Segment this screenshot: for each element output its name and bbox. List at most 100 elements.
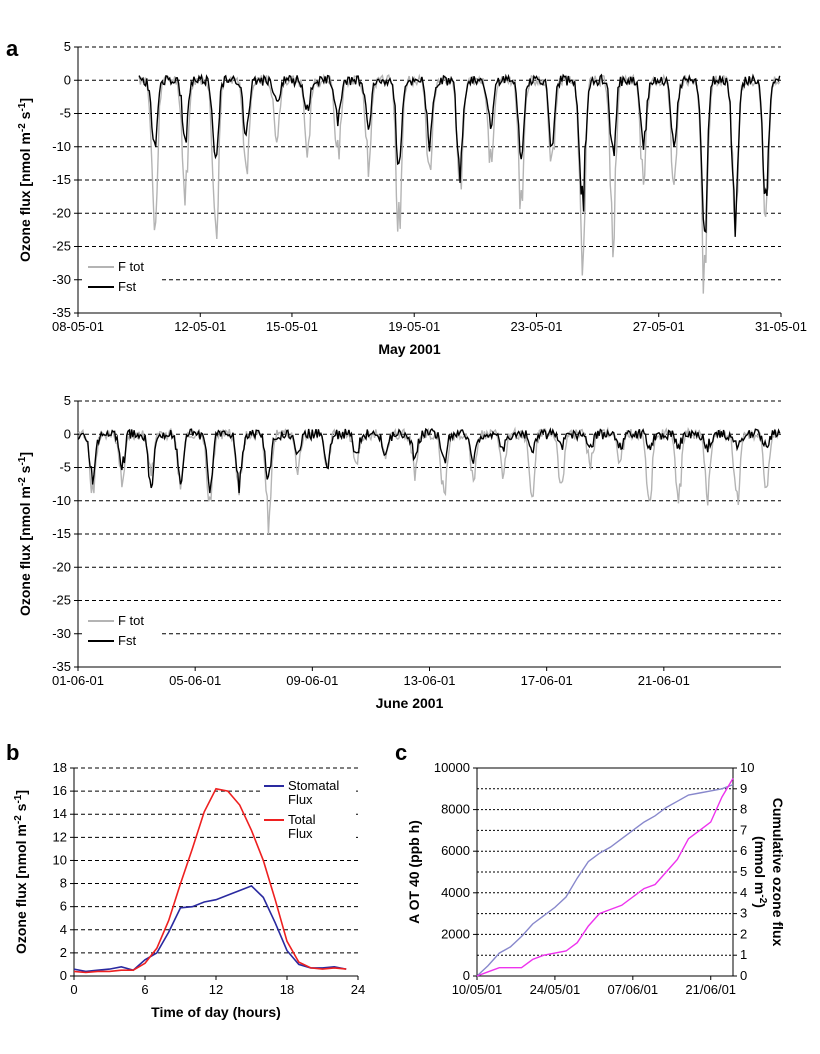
y-tick-label: -5: [59, 106, 71, 121]
x-tick-label: 23-05-01: [510, 319, 562, 334]
x-tick-label: 05-06-01: [169, 673, 221, 688]
y2-axis-label: Cumulative ozone flux: [770, 798, 786, 947]
x-tick-label: 0: [70, 982, 77, 997]
x-tick-label: 01-06-01: [52, 673, 104, 688]
series-line-aot40: [476, 783, 734, 977]
x-tick-label: 12-05-01: [174, 319, 226, 334]
y-axis-label: Ozone flux [nmol m-2 s-1]: [17, 452, 33, 616]
y2-tick-label: 4: [740, 885, 747, 900]
legend-label: Flux: [288, 826, 313, 841]
y-axis-label: Ozone flux [nmol m-2 s-1]: [17, 98, 33, 262]
y-tick-label: 16: [53, 783, 67, 798]
y2-tick-label: 8: [740, 802, 747, 817]
x-tick-label: 17-06-01: [521, 673, 573, 688]
x-tick-label: 21-06-01: [638, 673, 690, 688]
y-tick-label: 6: [60, 899, 67, 914]
series-line-f-tot: [138, 73, 781, 294]
panel-letter-b: b: [6, 740, 19, 765]
y-tick-label: 0: [463, 968, 470, 983]
y-tick-label: -30: [52, 272, 71, 287]
y-axis-label: A OT 40 (ppb h): [406, 820, 422, 924]
x-tick-label: 24: [351, 982, 365, 997]
y2-tick-label: 0: [740, 968, 747, 983]
x-tick-label: 13-06-01: [403, 673, 455, 688]
x-tick-label: 15-05-01: [266, 319, 318, 334]
y-tick-label: -30: [52, 626, 71, 641]
y-tick-label: 14: [53, 806, 67, 821]
y2-tick-label: 10: [740, 760, 754, 775]
x-tick-label: 24/05/01: [530, 982, 581, 997]
panel-letter-c: c: [395, 740, 407, 765]
y-tick-label: -20: [52, 559, 71, 574]
x-tick-label: 21/06/01: [685, 982, 736, 997]
series-line-fst: [77, 427, 781, 494]
x-axis-label: May 2001: [378, 341, 440, 357]
y2-tick-label: 7: [740, 822, 747, 837]
series-line-stomatal-flux: [73, 884, 347, 973]
y-tick-label: -35: [52, 659, 71, 674]
legend-label: Fst: [118, 279, 136, 294]
y2-tick-label: 5: [740, 864, 747, 879]
legend: [84, 251, 162, 303]
panel-letter-a: a: [6, 36, 19, 61]
x-tick-label: 27-05-01: [633, 319, 685, 334]
y-tick-label: 10000: [434, 760, 470, 775]
y-tick-label: 6000: [441, 843, 470, 858]
y-tick-label: -25: [52, 239, 71, 254]
x-tick-label: 10/05/01: [452, 982, 503, 997]
series-line-total-flux: [73, 787, 347, 974]
legend: [84, 605, 162, 657]
x-tick-label: 6: [141, 982, 148, 997]
y2-tick-label: 2: [740, 926, 747, 941]
x-tick-label: 08-05-01: [52, 319, 104, 334]
y-tick-label: 8: [60, 876, 67, 891]
x-tick-label: 19-05-01: [388, 319, 440, 334]
y-tick-label: -10: [52, 139, 71, 154]
y-tick-label: -10: [52, 493, 71, 508]
y-tick-label: -15: [52, 172, 71, 187]
y-tick-label: -15: [52, 526, 71, 541]
y-tick-label: -5: [59, 460, 71, 475]
legend-label: Total: [288, 812, 316, 827]
x-tick-label: 12: [209, 982, 223, 997]
y-tick-label: 8000: [441, 802, 470, 817]
y2-tick-label: 9: [740, 781, 747, 796]
legend-label: F tot: [118, 259, 144, 274]
y-tick-label: 4000: [441, 885, 470, 900]
y2-tick-label: 3: [740, 906, 747, 921]
y2-tick-label: 1: [740, 947, 747, 962]
y-tick-label: -20: [52, 205, 71, 220]
legend-label: F tot: [118, 613, 144, 628]
x-axis-label: Time of day (hours): [151, 1004, 281, 1020]
x-tick-label: 31-05-01: [755, 319, 807, 334]
y-tick-label: 2: [60, 945, 67, 960]
series-line-cumulative-ozone-flux: [476, 778, 734, 977]
y-tick-label: 5: [64, 393, 71, 408]
y-axis-label: Ozone flux [nmol m-2 s-1]: [13, 790, 29, 954]
y-tick-label: -25: [52, 593, 71, 608]
y-tick-label: 4: [60, 922, 67, 937]
y-tick-label: 10: [53, 852, 67, 867]
y-tick-label: 12: [53, 829, 67, 844]
y-tick-label: 18: [53, 760, 67, 775]
plot-frame: [476, 767, 734, 977]
series-line-f-tot: [77, 426, 781, 535]
y-tick-label: 5: [64, 39, 71, 54]
x-axis-label: June 2001: [376, 695, 444, 711]
x-tick-label: 07/06/01: [608, 982, 659, 997]
y-tick-label: 2000: [441, 926, 470, 941]
legend-label: Stomatal: [288, 778, 339, 793]
series-line-fst: [138, 73, 781, 237]
legend-label: Flux: [288, 792, 313, 807]
legend-label: Fst: [118, 633, 136, 648]
cumulative-flux-chart: 0 1 2 3 4 5 6 7 8 9 10 0 2000 4000 6000 8000 10000 10/05/…: [406, 760, 786, 997]
x-tick-label: 18: [280, 982, 294, 997]
y2-tick-label: 6: [740, 843, 747, 858]
y2-axis-label-unit: (mmol m-2): [752, 836, 768, 908]
y-tick-label: 0: [64, 426, 71, 441]
y-tick-label: 0: [60, 968, 67, 983]
